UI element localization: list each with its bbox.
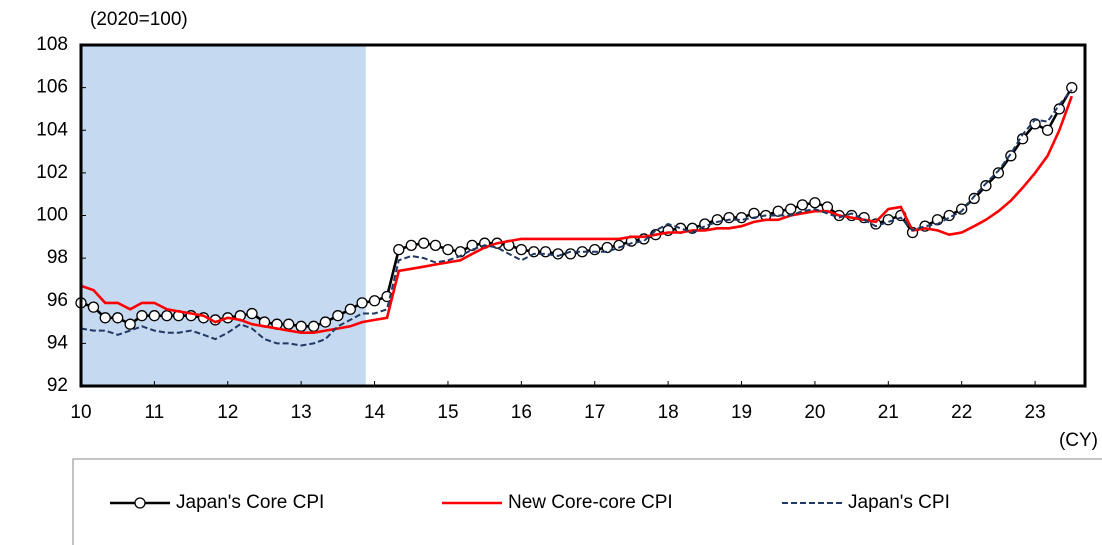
- point-marker: [1005, 150, 1017, 162]
- legend-box: [72, 458, 1102, 545]
- x-tick-label: 15: [437, 402, 458, 423]
- point-marker: [161, 310, 173, 322]
- point-marker: [136, 310, 148, 322]
- point-marker: [552, 248, 564, 260]
- x-tick-label: 23: [1025, 402, 1046, 423]
- x-tick-label: 12: [217, 402, 238, 423]
- y-tick-label: 98: [47, 247, 68, 268]
- x-tick-label: 16: [511, 402, 532, 423]
- x-tick-label: 10: [70, 402, 91, 423]
- x-tick-label: 14: [364, 402, 386, 423]
- point-marker: [295, 320, 307, 332]
- series-line: [80, 89, 1073, 347]
- point-marker: [613, 239, 625, 251]
- point-marker: [980, 180, 992, 192]
- point-marker: [393, 243, 405, 256]
- x-tick-label: 20: [804, 402, 825, 423]
- point-marker: [429, 239, 442, 251]
- point-marker: [356, 297, 368, 309]
- point-marker: [1066, 81, 1078, 94]
- y-tick-label: 106: [36, 77, 68, 98]
- y-tick-label: 96: [47, 290, 68, 311]
- point-marker: [112, 312, 124, 324]
- point-marker: [148, 310, 161, 322]
- point-marker: [87, 301, 100, 313]
- point-marker: [405, 239, 417, 251]
- point-marker: [589, 243, 601, 256]
- legend-label: Japan's Core CPI: [176, 492, 324, 513]
- series-line: [80, 95, 1074, 334]
- x-tick-label: 18: [658, 402, 679, 423]
- x-tick-label: 11: [145, 402, 165, 423]
- point-marker: [418, 237, 430, 249]
- point-marker: [515, 243, 528, 256]
- y-tick-label: 92: [47, 375, 68, 396]
- point-marker: [308, 320, 320, 332]
- x-tick-label: 21: [878, 402, 899, 423]
- legend-label: New Core-core CPI: [508, 492, 673, 513]
- point-marker: [809, 197, 821, 209]
- point-marker: [772, 205, 784, 217]
- plot-border: [79, 43, 1087, 388]
- x-tick-label: 17: [584, 402, 605, 423]
- point-marker: [442, 243, 454, 256]
- point-marker: [124, 318, 136, 330]
- point-marker: [368, 295, 381, 307]
- x-tick-label: 19: [731, 402, 752, 423]
- x-tick-label: 13: [291, 402, 312, 423]
- y-tick-label: 102: [36, 162, 68, 183]
- legend-marker: [134, 497, 146, 509]
- point-marker: [968, 192, 980, 205]
- x-axis-label: (CY): [1059, 430, 1098, 451]
- point-marker: [735, 211, 748, 224]
- point-marker: [332, 310, 344, 322]
- y-tick-label: 108: [36, 34, 68, 55]
- point-marker: [1041, 124, 1054, 136]
- point-marker: [283, 318, 295, 330]
- point-marker: [796, 199, 809, 211]
- point-marker: [246, 307, 258, 320]
- point-marker: [711, 214, 723, 226]
- y-axis-label: (2020=100): [90, 9, 188, 30]
- legend-label: Japan's CPI: [848, 492, 950, 513]
- x-tick-label: 22: [951, 402, 972, 423]
- point-marker: [319, 316, 332, 328]
- point-marker: [992, 167, 1005, 179]
- point-marker: [344, 303, 356, 315]
- y-tick-label: 94: [47, 332, 69, 353]
- point-marker: [785, 203, 797, 215]
- point-marker: [99, 312, 111, 324]
- y-tick-label: 100: [36, 205, 68, 226]
- y-tick-label: 104: [36, 119, 68, 140]
